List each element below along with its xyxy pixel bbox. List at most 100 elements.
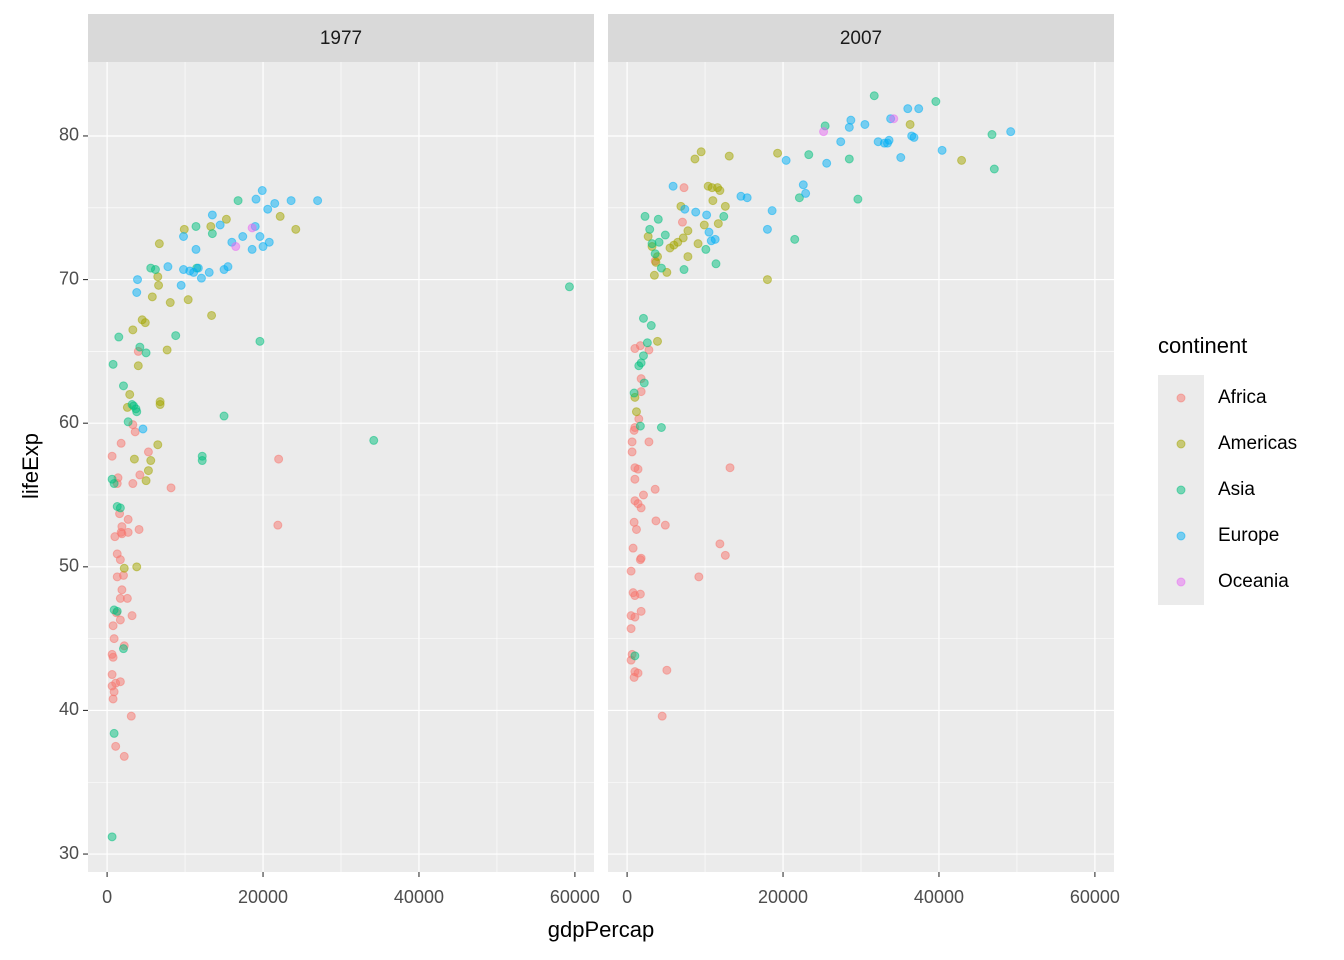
point: [135, 342, 145, 352]
point: [909, 132, 919, 142]
point: [128, 325, 138, 335]
point: [107, 670, 117, 680]
point: [630, 651, 640, 661]
point: [191, 221, 201, 231]
point: [645, 224, 655, 234]
point: [656, 423, 666, 433]
point: [115, 503, 125, 513]
point: [147, 292, 157, 302]
point: [631, 524, 641, 534]
point: [109, 728, 119, 738]
point: [128, 479, 138, 489]
point: [696, 147, 706, 157]
x-tick-label: 20000: [758, 887, 808, 907]
point: [108, 621, 118, 631]
point: [126, 711, 136, 721]
y-axis-title: lifeExp: [18, 433, 43, 499]
point: [896, 153, 906, 163]
point: [633, 464, 643, 474]
point: [630, 612, 640, 622]
point: [914, 104, 924, 114]
point: [270, 198, 280, 208]
point: [115, 677, 125, 687]
point: [869, 91, 879, 101]
point: [844, 122, 854, 132]
point: [693, 239, 703, 249]
point: [937, 145, 947, 155]
point: [642, 338, 652, 348]
point: [118, 644, 128, 654]
point: [146, 456, 156, 466]
point: [207, 229, 217, 239]
legend-marker: [1176, 485, 1186, 495]
point: [635, 421, 645, 431]
point: [133, 275, 143, 285]
point: [132, 407, 142, 417]
point: [197, 456, 207, 466]
strip-label: 1977: [320, 28, 362, 49]
point: [767, 206, 777, 216]
point: [860, 119, 870, 129]
point: [275, 211, 285, 221]
point: [231, 242, 241, 252]
point: [196, 273, 206, 283]
legend-label: Americas: [1218, 433, 1297, 454]
point: [677, 217, 687, 227]
point: [708, 196, 718, 206]
point: [798, 180, 808, 190]
point: [650, 484, 660, 494]
point: [794, 193, 804, 203]
point: [905, 119, 915, 129]
point: [1006, 127, 1016, 137]
point: [653, 336, 663, 346]
point: [115, 615, 125, 625]
point: [701, 244, 711, 254]
point: [801, 188, 811, 198]
point: [130, 427, 140, 437]
point: [179, 231, 189, 241]
point: [844, 154, 854, 164]
point: [251, 194, 261, 204]
legend-marker: [1176, 577, 1186, 587]
point: [626, 624, 636, 634]
legend-marker: [1176, 439, 1186, 449]
point: [638, 490, 648, 500]
point: [636, 606, 646, 616]
point: [206, 221, 216, 231]
point: [679, 265, 689, 275]
x-tick-label: 40000: [914, 887, 964, 907]
point: [660, 520, 670, 530]
point: [257, 186, 267, 196]
point: [112, 606, 122, 616]
point: [690, 154, 700, 164]
point: [117, 529, 127, 539]
point: [133, 361, 143, 371]
point: [635, 589, 645, 599]
y-tick-label: 80: [59, 125, 79, 145]
point: [639, 378, 649, 388]
point: [931, 96, 941, 106]
point: [836, 137, 846, 147]
point: [109, 634, 119, 644]
point: [989, 164, 999, 174]
point: [111, 741, 121, 751]
point: [238, 231, 248, 241]
point: [247, 244, 257, 254]
point: [630, 344, 640, 354]
point: [258, 242, 268, 252]
point: [679, 183, 689, 193]
point: [129, 454, 139, 464]
x-axis-title: gdpPercap: [548, 917, 654, 942]
strip-background: [608, 14, 1114, 62]
legend-label: Europe: [1218, 525, 1279, 546]
point: [223, 262, 233, 272]
point: [699, 220, 709, 230]
point: [140, 318, 150, 328]
point: [109, 687, 119, 697]
point: [215, 220, 225, 230]
point: [646, 321, 656, 331]
point: [720, 201, 730, 211]
point: [115, 593, 125, 603]
point: [255, 336, 265, 346]
point: [141, 476, 151, 486]
